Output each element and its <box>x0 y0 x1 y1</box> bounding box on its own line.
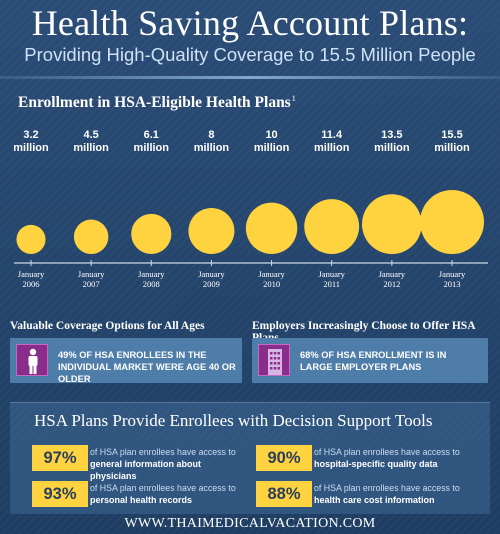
unit-label: million <box>434 142 470 154</box>
x-tick-label-year: 2011 <box>323 279 340 289</box>
value-label: 3.2 <box>23 129 38 141</box>
x-tick-label-month: January <box>379 269 406 279</box>
stat-line1: of HSA plan enrollees have access to <box>90 483 236 493</box>
enrollment-bubble-chart: 3.2millionJanuary20064.5millionJanuary20… <box>13 129 488 289</box>
enrollment-bubble <box>245 202 298 254</box>
stat-line2: hospital-specific quality data <box>314 459 438 469</box>
stat-percent: 88% <box>256 481 312 507</box>
unit-label: million <box>194 142 230 154</box>
decision-tools-title: HSA Plans Provide Enrollees with Decisio… <box>34 411 433 430</box>
value-label: 13.5 <box>381 129 402 141</box>
value-label: 4.5 <box>83 129 98 141</box>
header: Health Saving Account Plans: Providing H… <box>0 0 500 80</box>
x-tick-label-year: 2006 <box>23 279 40 289</box>
x-tick-label-month: January <box>138 269 165 279</box>
unit-label: million <box>374 142 410 154</box>
chart-title-footnote: 1 <box>291 94 296 103</box>
age-panel-title: Valuable Coverage Options for All Ages <box>10 320 205 332</box>
age-panel: 49% of HSA enrollees in the individual m… <box>10 338 242 384</box>
x-tick-label-year: 2009 <box>203 279 220 289</box>
unit-label: million <box>314 142 350 154</box>
person-icon <box>16 344 48 376</box>
stat-line2: health care cost information <box>314 495 435 505</box>
employer-panel-text: 68% of HSA enrollment is in large employ… <box>300 350 447 372</box>
enrollment-bubble <box>304 199 360 254</box>
enrollment-bubble <box>420 190 484 254</box>
enrollment-bubble <box>131 213 172 254</box>
building-icon <box>258 344 290 376</box>
employer-panel: 68% of HSA enrollment is in large employ… <box>252 338 488 383</box>
stat-percent: 93% <box>32 481 88 507</box>
stat-health-records: 93% of HSA plan enrollees have access to… <box>32 481 252 507</box>
value-label: 8 <box>208 129 214 141</box>
x-tick-label-month: January <box>318 269 345 279</box>
header-divider <box>0 76 500 79</box>
unit-label: million <box>73 142 109 154</box>
x-tick-label-year: 2010 <box>263 279 280 289</box>
stat-description: of HSA plan enrollees have access to hea… <box>314 482 474 506</box>
age-panel-text: 49% of HSA enrollees in the individual m… <box>58 350 236 384</box>
unit-label: million <box>254 142 290 154</box>
stat-line1: of HSA plan enrollees have access to <box>90 447 236 457</box>
stat-description: of HSA plan enrollees have access to hos… <box>314 446 474 470</box>
stat-cost-information: 88% of HSA plan enrollees have access to… <box>256 481 476 507</box>
stat-line1: of HSA plan enrollees have access to <box>314 447 460 457</box>
enrollment-bubble <box>361 194 422 254</box>
x-tick-label-year: 2008 <box>143 279 160 289</box>
x-tick-label-month: January <box>439 269 466 279</box>
x-tick-label-month: January <box>258 269 285 279</box>
enrollment-bubble <box>73 219 109 254</box>
stat-physicians: 97% of HSA plan enrollees have access to… <box>32 445 252 481</box>
chart-title: Enrollment in HSA-Eligible Health Plans1 <box>18 94 296 112</box>
x-tick-label-year: 2013 <box>444 279 461 289</box>
stat-percent: 97% <box>32 445 88 471</box>
page-title: Health Saving Account Plans: <box>31 3 469 43</box>
unit-label: million <box>134 142 170 154</box>
stat-description: of HSA plan enrollees have access to gen… <box>90 446 250 482</box>
footer-url[interactable]: WWW.THAIMEDICALVACATION.COM <box>124 516 376 531</box>
page-subtitle: Providing High-Quality Coverage to 15.5 … <box>24 44 476 65</box>
stat-hospital-quality: 90% of HSA plan enrollees have access to… <box>256 445 476 471</box>
value-label: 11.4 <box>321 129 343 141</box>
stat-percent: 90% <box>256 445 312 471</box>
x-tick-label-month: January <box>198 269 225 279</box>
x-tick-label-month: January <box>78 269 105 279</box>
stat-line2: personal health records <box>90 495 193 505</box>
x-tick-label-year: 2007 <box>83 279 100 289</box>
x-tick-label-year: 2012 <box>383 279 400 289</box>
stat-line1: of HSA plan enrollees have access to <box>314 483 460 493</box>
enrollment-bubble <box>16 224 46 254</box>
value-label: 10 <box>265 129 277 141</box>
unit-label: million <box>13 142 49 154</box>
stat-line2: general information about physicians <box>90 459 202 481</box>
value-label: 6.1 <box>144 129 159 141</box>
value-label: 15.5 <box>441 129 462 141</box>
x-tick-label-month: January <box>18 269 45 279</box>
stat-description: of HSA plan enrollees have access to per… <box>90 482 250 506</box>
enrollment-bubble <box>188 208 235 254</box>
decision-tools-section: HSA Plans Provide Enrollees with Decisio… <box>10 402 490 514</box>
chart-title-text: Enrollment in HSA-Eligible Health Plans <box>18 94 291 112</box>
